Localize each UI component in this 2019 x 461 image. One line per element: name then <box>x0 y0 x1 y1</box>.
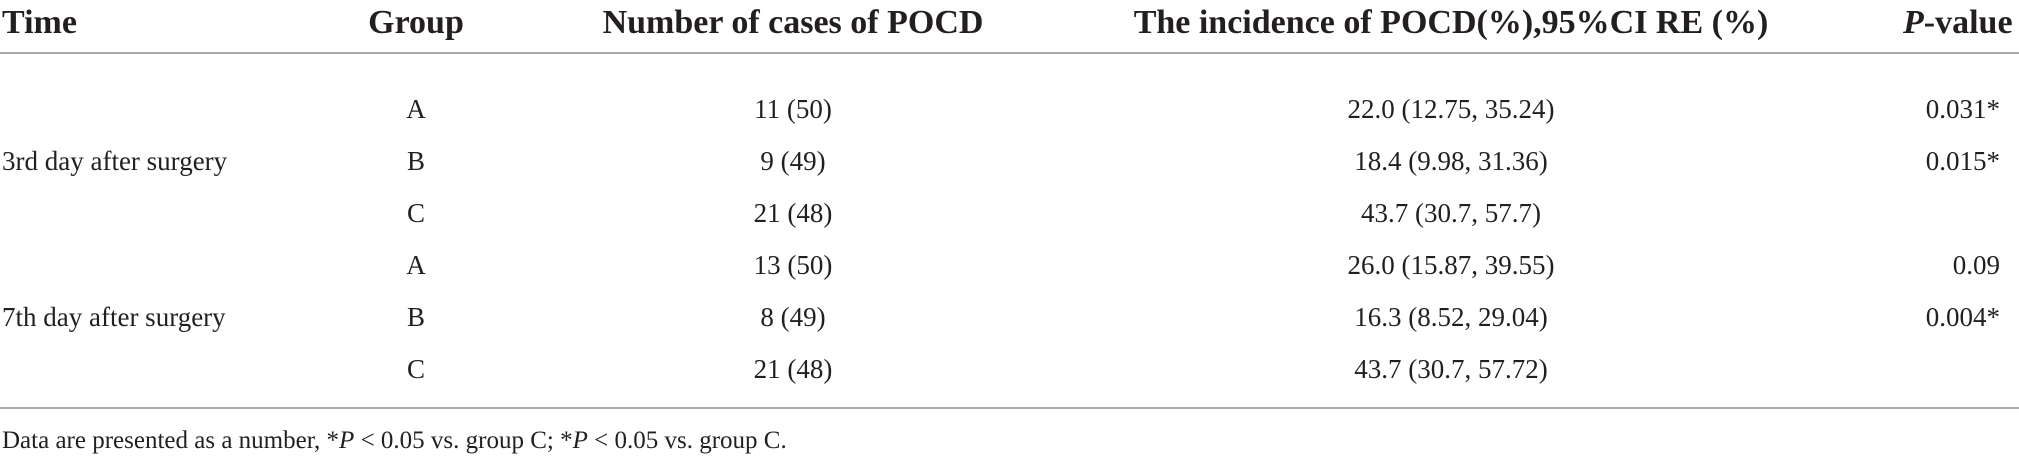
table-row-pvalue: 0.031* <box>1925 94 2000 124</box>
header-rule <box>0 52 2019 54</box>
table-row-incidence: 43.7 (30.7, 57.72) <box>1354 354 1548 384</box>
table-row-cases: 9 (49) <box>760 146 826 176</box>
table-row-group: C <box>406 198 426 228</box>
table-row-group: B <box>406 302 426 332</box>
table-row-cases: 13 (50) <box>753 250 833 280</box>
table-row-cases: 21 (48) <box>753 354 833 384</box>
header-pvalue: P-value <box>1903 6 2013 40</box>
table-row-cases: 11 (50) <box>754 94 832 124</box>
table-row-incidence: 22.0 (12.75, 35.24) <box>1347 94 1555 124</box>
table-row-incidence: 43.7 (30.7, 57.7) <box>1361 198 1541 228</box>
table-footnote: Data are presented as a number, *P < 0.0… <box>2 428 787 453</box>
time-label-day7: 7th day after surgery <box>2 302 226 332</box>
header-incidence: The incidence of POCD(%),95%CI RE (%) <box>1133 4 1769 41</box>
table-row-pvalue: 0.004* <box>1925 302 2000 332</box>
time-label-day3: 3rd day after surgery <box>2 146 228 176</box>
header-pvalue-italic: P <box>1903 4 1924 41</box>
header-time: Time <box>2 4 77 41</box>
table-row-cases: 8 (49) <box>760 302 826 332</box>
table-row-incidence: 26.0 (15.87, 39.55) <box>1347 250 1555 280</box>
footnote-p1: P <box>339 427 355 454</box>
table-row-incidence: 18.4 (9.98, 31.36) <box>1354 146 1548 176</box>
header-pvalue-rest: -value <box>1923 4 2013 41</box>
table-row-group: A <box>406 250 426 280</box>
bottom-rule <box>0 407 2019 409</box>
table-row-incidence: 16.3 (8.52, 29.04) <box>1354 302 1548 332</box>
table-row-group: C <box>406 354 426 384</box>
header-cases: Number of cases of POCD <box>602 4 984 41</box>
table-row-pvalue: 0.09 <box>1952 250 2000 280</box>
footnote-part3: < 0.05 vs. group C. <box>587 427 787 454</box>
footnote-part1: Data are presented as a number, * <box>2 427 340 454</box>
table-row-cases: 21 (48) <box>753 198 833 228</box>
footnote-part2: < 0.05 vs. group C; * <box>354 427 573 454</box>
table-row-group: B <box>406 146 426 176</box>
footnote-p2: P <box>572 427 588 454</box>
table-row-group: A <box>406 94 426 124</box>
header-group: Group <box>368 4 464 41</box>
table-row-pvalue: 0.015* <box>1925 146 2000 176</box>
